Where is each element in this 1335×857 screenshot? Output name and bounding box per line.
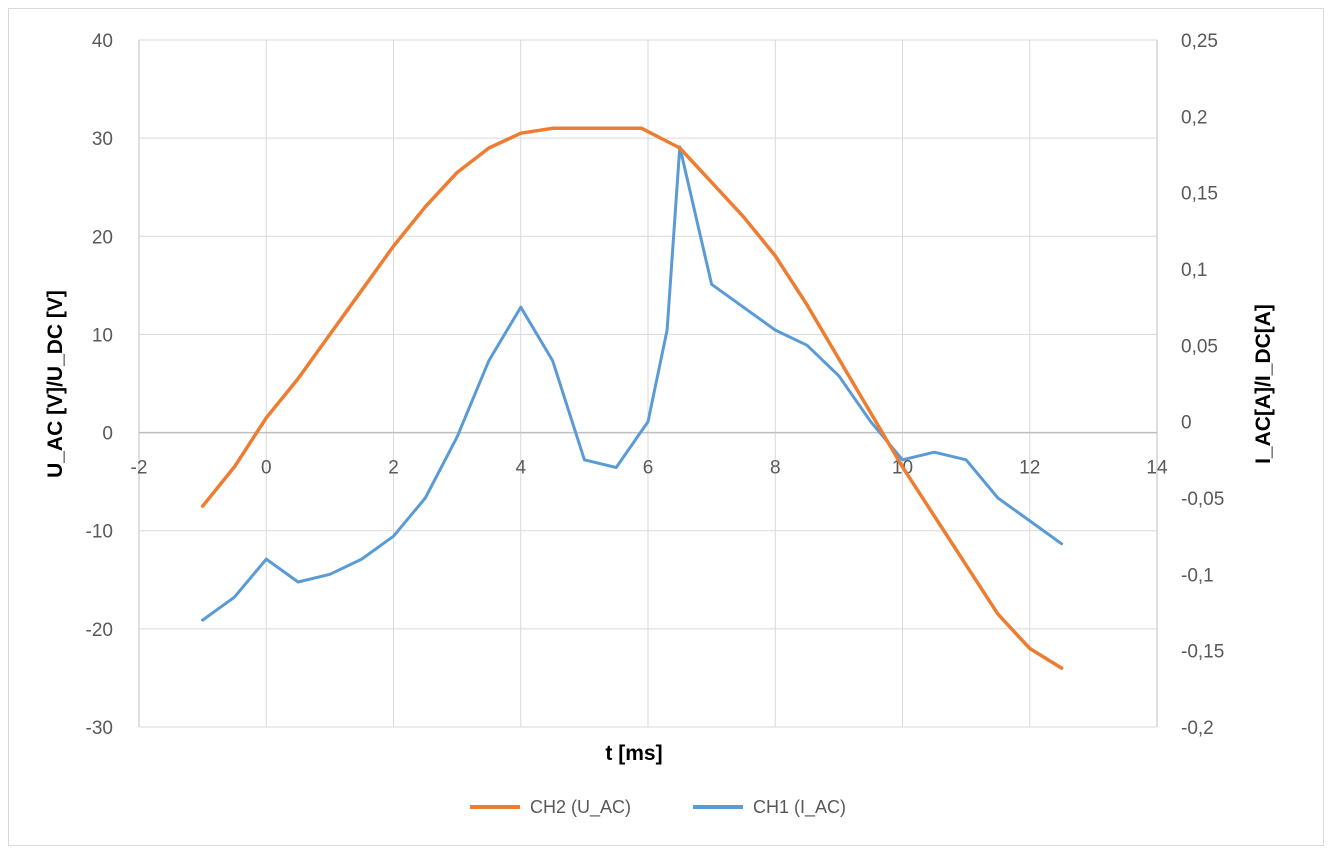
x-axis-title: t [ms] (605, 742, 662, 765)
y-right-tick-label: 0 (1181, 413, 1192, 434)
x-tick-label: 14 (1146, 458, 1168, 479)
y-right-axis-title: I_AC[A]/I_DC[A] (1252, 304, 1275, 464)
y-left-tick-label: -10 (86, 522, 113, 543)
y-left-tick-label: 10 (92, 325, 113, 346)
series-line-ch1 (201, 145, 1064, 622)
y-left-tick-label: 30 (92, 129, 113, 150)
series-layer (200, 126, 1064, 670)
chart-frame (8, 8, 1324, 846)
y-right-tick-label: -0,05 (1181, 489, 1224, 510)
x-tick-label: 8 (770, 458, 781, 479)
y-right-tick-label: 0,05 (1181, 336, 1218, 357)
y-left-tick-label: -20 (86, 620, 113, 641)
legend-label-ch2: CH2 (U_AC) (530, 797, 631, 818)
y-right-tick-label: -0,15 (1181, 642, 1224, 663)
y-right-tick-label: -0,1 (1181, 565, 1214, 586)
y-right-tick-label: 0,2 (1181, 107, 1207, 128)
y-right-tick-label: 0,1 (1181, 260, 1207, 281)
y-left-tick-label: -30 (86, 718, 113, 739)
x-tick-labels: -2 0 2 4 6 8 10 12 14 (131, 458, 1168, 479)
x-tick-label: 2 (388, 458, 399, 479)
y-left-tick-labels: -30 -20 -10 0 10 20 30 40 (86, 31, 113, 739)
y-right-tick-label: 0,15 (1181, 184, 1218, 205)
x-tick-label: 12 (1019, 458, 1040, 479)
y-right-tick-label: 0,25 (1181, 31, 1218, 52)
y-right-tick-labels: -0,2 -0,15 -0,1 -0,05 0 0,05 0,1 0,15 0,2 0,25 (1181, 31, 1224, 739)
x-tick-label: -2 (131, 458, 148, 479)
y-left-tick-label: 40 (92, 31, 113, 52)
legend: CH2 (U_AC) CH1 (I_AC) (470, 797, 846, 818)
legend-label-ch1: CH1 (I_AC) (753, 797, 846, 818)
x-tick-label: 4 (515, 458, 526, 479)
series-line-ch2 (200, 126, 1064, 670)
grid-lines (138, 39, 1158, 728)
y-left-axis-title: U_AC [V]/U_DC [V] (44, 290, 67, 478)
y-left-tick-label: 0 (102, 424, 113, 445)
y-left-tick-label: 20 (92, 227, 113, 248)
y-right-tick-label: -0,2 (1181, 718, 1214, 739)
x-tick-label: 0 (261, 458, 272, 479)
x-tick-label: 6 (643, 458, 654, 479)
